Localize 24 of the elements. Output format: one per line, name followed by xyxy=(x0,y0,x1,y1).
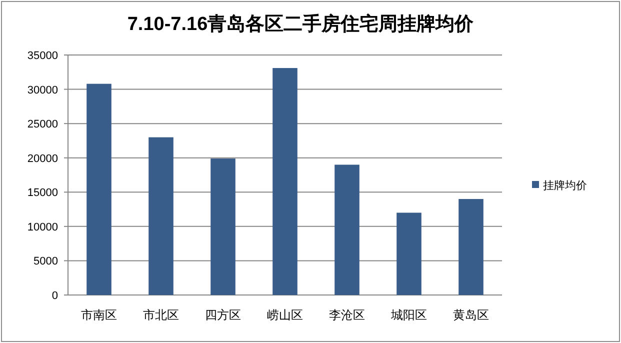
y-tick-label: 30000 xyxy=(27,84,58,96)
x-tick-label: 黄岛区 xyxy=(453,308,489,322)
chart-title: 7.10-7.16青岛各区二手房住宅周挂牌均价 xyxy=(127,13,475,35)
y-tick-label: 10000 xyxy=(27,221,58,234)
bar xyxy=(86,84,112,295)
bar xyxy=(272,68,298,295)
y-tick-label: 5000 xyxy=(34,256,58,268)
bar xyxy=(458,199,484,295)
legend-label: 挂牌均价 xyxy=(543,180,587,192)
bar xyxy=(148,137,174,295)
bar xyxy=(334,164,360,295)
y-tick-label: 0 xyxy=(52,290,58,302)
y-tick-label: 25000 xyxy=(27,118,58,131)
x-tick-label: 崂山区 xyxy=(267,308,303,322)
bar xyxy=(210,158,236,295)
y-tick-label: 20000 xyxy=(27,152,58,165)
y-tick-label: 15000 xyxy=(27,187,58,200)
x-tick-label: 李沧区 xyxy=(329,308,365,322)
x-tick-label: 市南区 xyxy=(81,308,117,322)
x-tick-label: 四方区 xyxy=(205,308,241,322)
x-tick-label: 市北区 xyxy=(143,308,179,322)
x-tick-label: 城阳区 xyxy=(390,308,427,322)
y-tick-label: 35000 xyxy=(27,50,58,62)
bar xyxy=(396,212,422,295)
